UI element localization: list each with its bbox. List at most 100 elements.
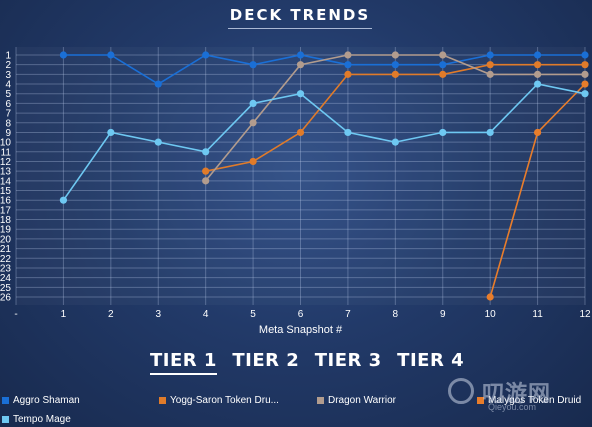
data-point [344, 70, 352, 78]
data-point [344, 128, 352, 137]
data-point [439, 51, 447, 59]
tab-tier-3[interactable]: TIER 3 [314, 350, 382, 371]
x-tick-label: 1 [61, 309, 67, 320]
tab-tier-1[interactable]: TIER 1 [150, 350, 217, 375]
y-tick-label: 7 [5, 109, 11, 120]
legend-swatch [2, 397, 9, 404]
data-point [296, 61, 305, 69]
data-point [344, 51, 352, 59]
tier-tabs: TIER 1 TIER 2 TIER 3 TIER 4 [150, 350, 475, 375]
x-tick-label: 2 [108, 309, 114, 320]
tab-tier-2[interactable]: TIER 2 [232, 350, 300, 371]
x-tick-label: 3 [155, 309, 161, 320]
y-tick-label: 8 [5, 118, 11, 129]
y-tick-label: 21 [0, 244, 11, 255]
y-tick-label: 17 [0, 205, 11, 216]
legend-item-aggro-shaman[interactable]: Aggro Shaman [2, 395, 80, 406]
data-point [533, 128, 542, 137]
watermark-logo-icon [448, 378, 474, 404]
data-point [581, 61, 589, 69]
data-point [486, 51, 494, 59]
y-tick-label: 10 [0, 138, 11, 149]
data-point [296, 128, 305, 137]
data-point [486, 293, 494, 301]
data-point [391, 51, 399, 59]
data-point [202, 177, 210, 185]
data-point [391, 70, 399, 78]
y-tick-label: 20 [0, 234, 11, 245]
data-point [249, 99, 257, 107]
x-tick-label: 5 [250, 309, 256, 320]
data-point [154, 138, 162, 146]
x-tick-label: 8 [393, 309, 399, 320]
x-tick-label: - [14, 309, 17, 320]
y-tick-label: 11 [1, 147, 12, 158]
y-tick-label: 9 [5, 128, 11, 139]
legend-swatch [317, 397, 324, 404]
data-point [249, 157, 257, 166]
x-tick-label: 11 [532, 309, 543, 320]
x-tick-label: 6 [298, 309, 304, 320]
x-tick-label: 7 [345, 309, 351, 320]
data-point [581, 80, 589, 88]
chart-title: DECK TRENDS [229, 6, 371, 24]
legend-label: Aggro Shaman [13, 395, 80, 406]
y-tick-label: 4 [5, 80, 11, 91]
data-point [486, 128, 494, 137]
data-point [533, 51, 542, 59]
y-tick-label: 16 [0, 196, 11, 207]
legend-label: Tempo Mage [13, 414, 71, 425]
data-point [59, 196, 68, 204]
y-tick-label: 15 [0, 186, 11, 197]
deck-trends-chart: 1234567891011121314151617181920212223242… [0, 47, 591, 336]
y-tick-label: 12 [0, 157, 11, 168]
data-point [581, 90, 589, 98]
legend-item-malygos-token-druid[interactable]: Malygos Token Druid [477, 395, 581, 406]
y-tick-label: 1 [5, 51, 11, 62]
data-point [154, 80, 162, 88]
legend-label: Malygos Token Druid [488, 395, 582, 406]
legend-item-yogg-saron-token-druid[interactable]: Yogg-Saron Token Dru... [159, 395, 279, 406]
legend-item-tempo-mage[interactable]: Tempo Mage [2, 414, 71, 425]
x-tick-label: 9 [440, 309, 446, 320]
data-point [391, 61, 399, 69]
data-point [533, 70, 542, 78]
x-tick-label: 12 [579, 309, 591, 320]
data-point [249, 119, 257, 127]
data-point [249, 61, 257, 69]
y-tick-label: 18 [0, 215, 11, 226]
legend-swatch [159, 397, 166, 404]
y-tick-label: 13 [0, 167, 11, 178]
legend-swatch [477, 397, 484, 404]
y-tick-label: 5 [5, 89, 11, 100]
x-axis-label: Meta Snapshot # [259, 324, 343, 336]
y-tick-label: 2 [5, 60, 11, 71]
tab-tier-4[interactable]: TIER 4 [397, 350, 465, 371]
y-tick-label: 23 [0, 263, 11, 274]
data-point [581, 70, 589, 78]
x-tick-label: 4 [203, 309, 209, 320]
data-point [581, 51, 589, 59]
data-point [533, 61, 542, 69]
y-tick-label: 22 [0, 254, 11, 265]
y-tick-label: 26 [0, 293, 11, 304]
data-point [202, 51, 210, 59]
legend-swatch [2, 416, 9, 423]
legend-item-dragon-warrior[interactable]: Dragon Warrior [317, 395, 396, 406]
y-tick-label: 6 [5, 99, 11, 110]
data-point [439, 128, 447, 137]
data-point [296, 90, 305, 98]
y-tick-label: 14 [0, 176, 11, 187]
data-point [296, 51, 305, 59]
chart-legend: Aggro Shaman Yogg-Saron Token Dru... Dra… [0, 390, 592, 427]
data-point [107, 51, 115, 59]
data-point [533, 80, 542, 88]
data-point [391, 138, 399, 146]
watermark-subtext: Qieyou.com [488, 402, 537, 412]
data-point [439, 61, 447, 69]
y-tick-label: 25 [0, 283, 11, 294]
legend-label: Yogg-Saron Token Dru... [170, 395, 279, 406]
data-point [439, 70, 447, 78]
data-point [344, 61, 352, 69]
series-line [62, 83, 586, 201]
